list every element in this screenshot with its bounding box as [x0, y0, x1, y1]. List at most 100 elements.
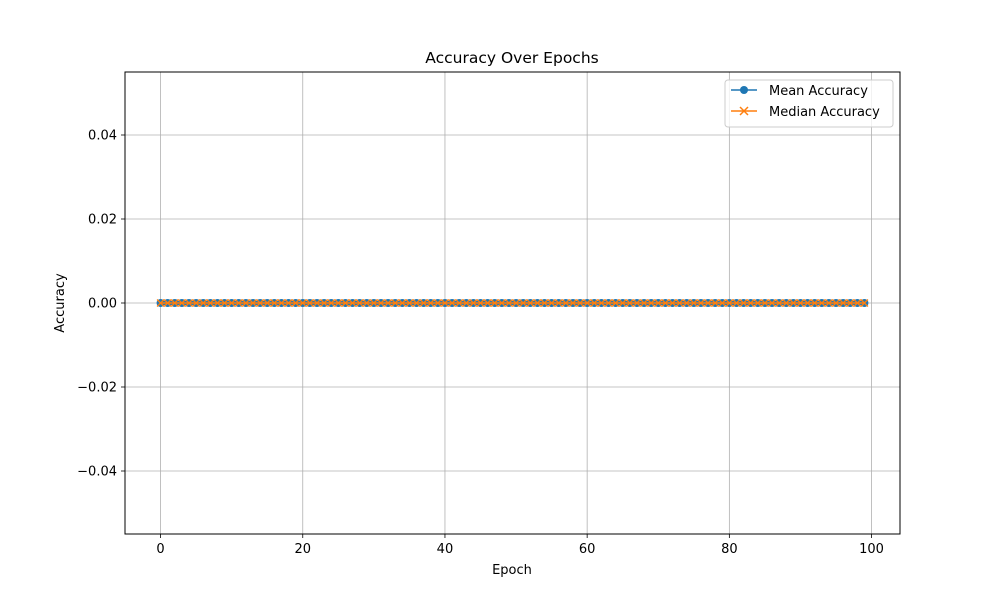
x-tick-label: 100 [859, 542, 884, 557]
data-point [661, 299, 670, 307]
data-point [746, 299, 755, 307]
data-point [554, 299, 563, 307]
data-point [355, 299, 364, 307]
data-point [234, 299, 243, 307]
legend-box [724, 79, 894, 128]
data-point [270, 299, 279, 307]
data-point [377, 299, 385, 307]
data-point [504, 299, 513, 307]
data-point [561, 299, 570, 307]
data-point [817, 299, 826, 307]
data-point [540, 299, 549, 307]
data-point [497, 299, 506, 307]
data-point [227, 299, 236, 307]
data-point [526, 299, 535, 307]
data-point [760, 299, 769, 307]
data-point [206, 299, 215, 307]
data-point [369, 299, 378, 307]
data-point [391, 299, 400, 307]
data-point [704, 299, 712, 307]
series-median-accuracy [156, 299, 869, 307]
data-point [775, 299, 784, 307]
data-point [824, 299, 833, 307]
data-point [832, 299, 840, 307]
data-point [632, 299, 641, 307]
data-point [654, 299, 663, 307]
legend-marker-mean [740, 86, 748, 94]
data-point [398, 299, 407, 307]
data-point [483, 299, 492, 307]
data-point [576, 299, 585, 307]
data-point [803, 299, 812, 307]
x-tick-label: 80 [721, 542, 738, 557]
data-point [199, 299, 208, 307]
data-point [327, 299, 336, 307]
data-point [846, 299, 855, 307]
data-point [732, 299, 741, 307]
data-point [789, 299, 798, 307]
chart-title: Accuracy Over Epochs [425, 49, 598, 67]
data-point [256, 299, 265, 307]
data-point [725, 299, 734, 307]
data-point [682, 299, 691, 307]
data-point [277, 299, 286, 307]
data-point [512, 299, 521, 307]
data-point [753, 299, 762, 307]
data-point [853, 299, 862, 307]
data-point [384, 299, 393, 307]
data-point [568, 299, 577, 307]
data-point [611, 299, 620, 307]
data-point [796, 299, 805, 307]
data-point [675, 299, 684, 307]
data-point [590, 299, 599, 307]
data-point [341, 299, 350, 307]
legend-label-median: Median Accuracy [769, 105, 880, 120]
data-point [668, 299, 677, 307]
data-point [647, 299, 656, 307]
x-tick-label: 60 [579, 542, 596, 557]
data-point [739, 299, 748, 307]
data-point [533, 299, 542, 307]
data-point [433, 299, 442, 307]
data-point [249, 299, 257, 307]
data-point [689, 299, 698, 307]
data-point [476, 299, 485, 307]
data-point [597, 299, 606, 307]
data-point [782, 299, 791, 307]
data-point [348, 299, 357, 307]
y-tick-label: −0.04 [77, 465, 117, 480]
data-point [426, 299, 435, 307]
y-tick-label: 0.04 [88, 129, 117, 144]
legend-marker-median [739, 106, 749, 116]
data-point [440, 299, 449, 307]
x-tick-label: 40 [437, 542, 454, 557]
data-point [768, 299, 776, 307]
data-point [860, 299, 869, 307]
data-point [362, 299, 371, 307]
legend-label-mean: Mean Accuracy [769, 84, 868, 99]
data-point [490, 299, 499, 307]
data-point [291, 299, 300, 307]
y-tick-label: 0.00 [88, 297, 117, 312]
x-tick-label: 20 [294, 542, 311, 557]
y-axis-label: Accuracy [53, 273, 68, 333]
data-point [547, 299, 556, 307]
data-point [241, 299, 250, 307]
data-point [604, 299, 613, 307]
data-point [455, 299, 464, 307]
axis-ticks: 0 20 40 60 80 100 −0.04 −0.02 0.00 0.02 0.04 [77, 129, 884, 558]
data-point [419, 299, 428, 307]
data-point [462, 299, 471, 307]
data-point [405, 299, 414, 307]
data-point [625, 299, 634, 307]
data-point [412, 299, 421, 307]
data-point [469, 299, 478, 307]
data-point [839, 299, 848, 307]
data-point [334, 299, 343, 307]
data-point [192, 299, 201, 307]
data-point [305, 299, 314, 307]
data-point [718, 299, 727, 307]
data-point [163, 299, 172, 307]
data-point [220, 299, 229, 307]
